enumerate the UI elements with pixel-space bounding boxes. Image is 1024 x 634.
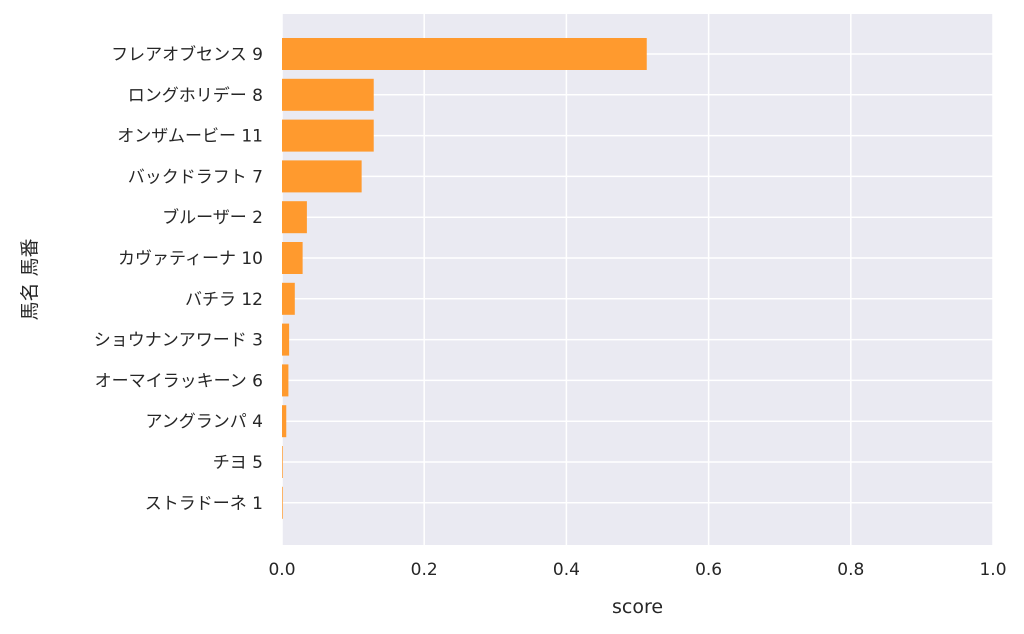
bar — [282, 405, 287, 438]
y-tick-label: オーマイラッキーン 6 — [95, 371, 263, 391]
y-tick-label: アングランパ 4 — [145, 412, 263, 432]
y-tick-label: ロングホリデー 8 — [128, 85, 263, 106]
x-tick-label: 0.6 — [695, 560, 722, 580]
y-tick-label: バックドラフト 7 — [128, 167, 263, 187]
bar — [282, 201, 307, 234]
bar — [282, 119, 374, 152]
bar — [282, 486, 283, 519]
x-tick-label: 0.8 — [837, 560, 864, 580]
y-tick-labels: フレアオブセンス 9 ロングホリデー 8 オンザムービー 11 バックドラフト 7 ブル… — [94, 44, 263, 514]
plot-area — [282, 14, 993, 545]
y-tick-label: フレアオブセンス 9 — [111, 44, 263, 65]
bar — [282, 160, 362, 193]
y-tick-label: ショウナンアワード 3 — [94, 331, 263, 351]
bar — [282, 78, 374, 111]
gridlines — [281, 14, 994, 545]
bar — [282, 38, 647, 70]
y-tick-label: チヨ 5 — [213, 453, 263, 473]
x-tick-label: 0.2 — [411, 560, 438, 580]
y-tick-label: バチラ 12 — [185, 290, 263, 310]
x-tick-labels: 0.0 0.2 0.4 0.6 0.8 1.0 — [268, 560, 1006, 580]
y-tick-label: ストラドーネ 1 — [145, 494, 263, 514]
y-axis-label: 馬名 馬番 — [19, 238, 41, 320]
bar — [282, 364, 289, 397]
x-tick-label: 0.0 — [268, 560, 295, 580]
bar — [282, 282, 295, 315]
y-tick-label: カヴァティーナ 10 — [118, 249, 263, 269]
x-tick-label: 1.0 — [979, 560, 1006, 580]
x-axis-label: score — [612, 596, 663, 618]
y-tick-label: オンザムービー 11 — [117, 127, 263, 147]
x-tick-label: 0.4 — [553, 560, 580, 580]
bars — [282, 38, 647, 519]
bar — [282, 323, 290, 356]
bar — [282, 446, 283, 478]
bar — [282, 242, 303, 274]
y-tick-label: ブルーザー 2 — [162, 207, 263, 228]
